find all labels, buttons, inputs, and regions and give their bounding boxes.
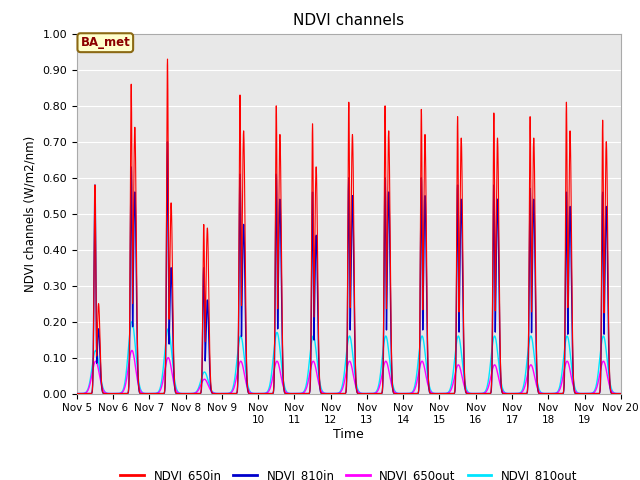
- Title: NDVI channels: NDVI channels: [293, 13, 404, 28]
- Legend: NDVI_650in, NDVI_810in, NDVI_650out, NDVI_810out: NDVI_650in, NDVI_810in, NDVI_650out, NDV…: [116, 464, 582, 480]
- X-axis label: Time: Time: [333, 428, 364, 441]
- Y-axis label: NDVI channels (W/m2/nm): NDVI channels (W/m2/nm): [24, 135, 36, 292]
- Text: BA_met: BA_met: [81, 36, 130, 49]
